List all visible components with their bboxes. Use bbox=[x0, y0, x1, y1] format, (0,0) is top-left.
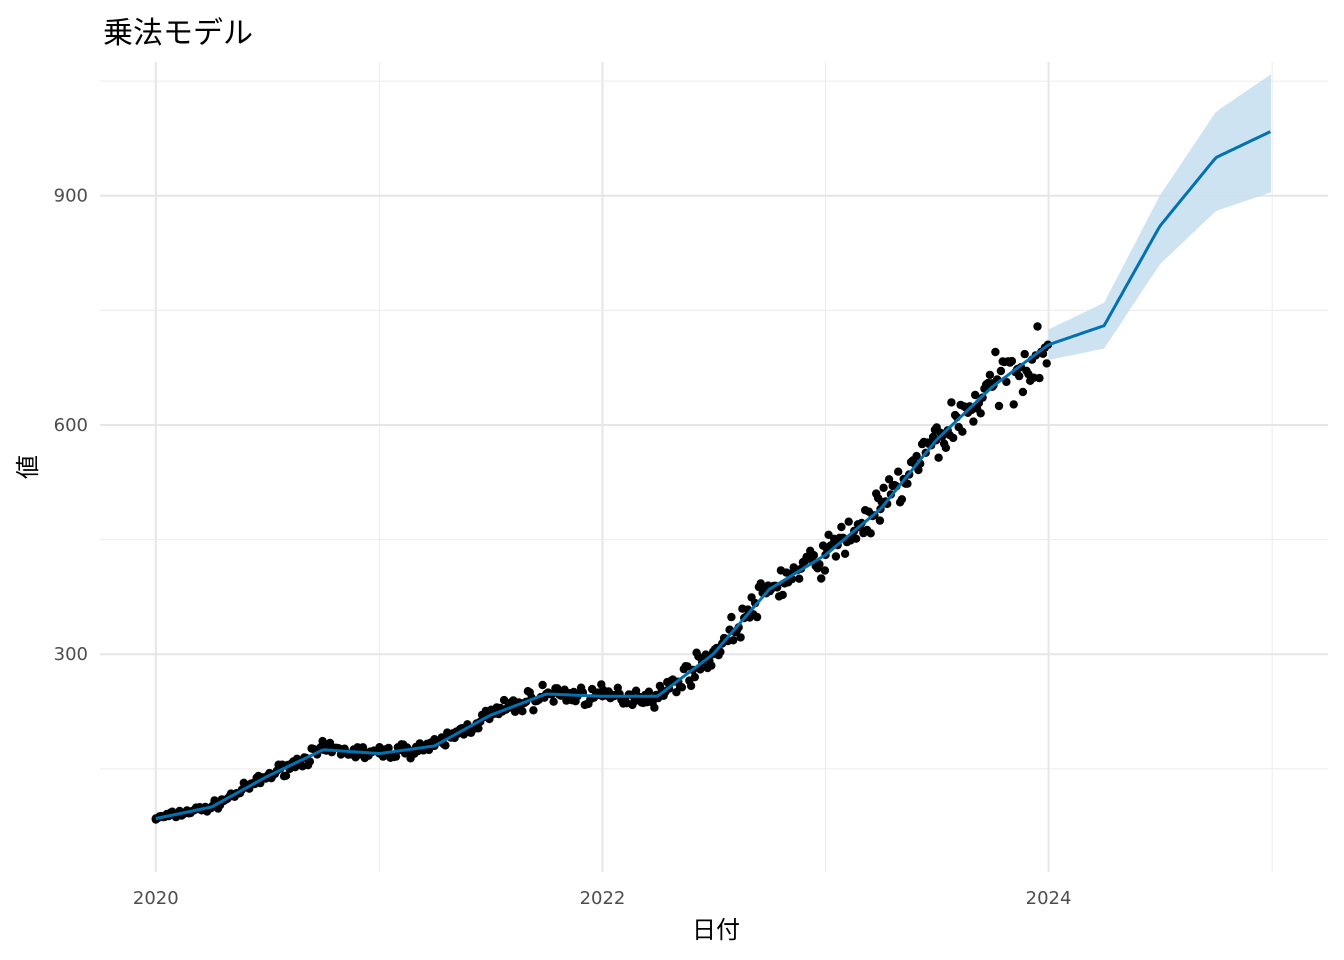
x-tick-label: 2024 bbox=[1026, 888, 1072, 909]
observed-point bbox=[994, 401, 1004, 411]
observed-point bbox=[686, 681, 696, 691]
observed-point bbox=[976, 409, 985, 418]
x-axis-title: 日付 bbox=[692, 916, 740, 944]
observed-point bbox=[875, 516, 885, 525]
observed-point bbox=[736, 633, 745, 642]
observed-point bbox=[903, 479, 912, 488]
observed-point bbox=[391, 752, 401, 761]
x-tick-label: 2020 bbox=[133, 888, 179, 909]
observed-point bbox=[281, 771, 291, 780]
observed-point bbox=[384, 743, 393, 753]
observed-point bbox=[1020, 349, 1029, 359]
observed-point bbox=[941, 443, 951, 452]
y-tick-label: 600 bbox=[54, 415, 88, 436]
observed-point bbox=[894, 467, 903, 476]
observed-point bbox=[499, 695, 509, 705]
observed-point bbox=[996, 366, 1006, 376]
observed-point bbox=[752, 612, 762, 622]
uncertainty-interval bbox=[1048, 74, 1271, 361]
observed-point bbox=[1042, 359, 1051, 368]
observed-point bbox=[644, 687, 654, 696]
observed-point bbox=[690, 672, 699, 682]
observed-point bbox=[831, 552, 841, 561]
observed-point bbox=[529, 706, 538, 715]
y-tick-label: 900 bbox=[54, 186, 88, 207]
observed-point bbox=[650, 703, 659, 712]
observed-point bbox=[914, 465, 923, 475]
observed-point bbox=[947, 398, 956, 407]
observed-point bbox=[1015, 371, 1024, 381]
y-tick-label: 300 bbox=[54, 644, 88, 665]
observed-point bbox=[729, 636, 738, 645]
axis-ticks: 2020 2022 2024 300 600 900 bbox=[54, 186, 1072, 909]
observed-point bbox=[538, 680, 547, 690]
observed-point bbox=[949, 433, 958, 443]
forecast-path bbox=[155, 130, 1271, 820]
observed-point bbox=[844, 517, 853, 526]
observed-point bbox=[1018, 387, 1028, 397]
observed-point bbox=[817, 574, 826, 583]
y-axis-title: 値 bbox=[14, 455, 42, 479]
observed-point bbox=[934, 453, 943, 462]
observed-point bbox=[631, 686, 641, 695]
observed-point bbox=[820, 566, 830, 575]
observed-point bbox=[474, 724, 483, 733]
observed-point bbox=[305, 757, 314, 766]
observed-point bbox=[884, 475, 894, 484]
grid-lines bbox=[100, 62, 1328, 872]
observed-point bbox=[549, 697, 558, 706]
observed-point bbox=[985, 370, 995, 380]
observed-point bbox=[897, 495, 907, 504]
observed-point bbox=[1007, 356, 1017, 366]
observed-point bbox=[1033, 322, 1042, 331]
observed-point bbox=[1009, 400, 1018, 409]
observed-point bbox=[991, 347, 1000, 357]
observed-point bbox=[971, 390, 980, 400]
observed-point bbox=[840, 549, 850, 558]
observed-point bbox=[851, 534, 861, 543]
observed-point bbox=[866, 529, 875, 538]
observed-point bbox=[518, 707, 527, 716]
observed-point bbox=[441, 741, 450, 750]
x-tick-label: 2022 bbox=[580, 888, 626, 909]
observed-point bbox=[778, 590, 787, 600]
observed-point bbox=[795, 574, 804, 583]
observed-point bbox=[1002, 377, 1011, 387]
observed-point bbox=[958, 427, 967, 436]
observed-point bbox=[809, 551, 819, 560]
forecast-interval-band bbox=[1048, 74, 1271, 361]
observed-point bbox=[727, 612, 736, 622]
observed-point bbox=[1035, 373, 1044, 383]
observed-point bbox=[969, 417, 978, 426]
observed-point bbox=[707, 661, 716, 670]
observed-point bbox=[879, 483, 888, 492]
observed-point bbox=[837, 522, 846, 532]
observed-point bbox=[912, 451, 921, 461]
observed-point bbox=[815, 560, 824, 569]
observed-point bbox=[677, 683, 687, 692]
forecast-line bbox=[155, 130, 1271, 820]
chart-title: 乗法モデル bbox=[103, 16, 253, 51]
